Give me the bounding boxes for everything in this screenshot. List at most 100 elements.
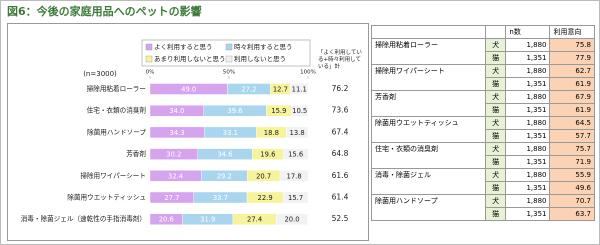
x-tick-label: 0% (146, 70, 155, 76)
table-cell: 61.9 (549, 77, 595, 91)
total-value: 61.6 (332, 171, 349, 180)
table-cell: 犬 (484, 64, 507, 78)
table-row: 消毒・除菌ジェル犬 1,880 55.9 (371, 168, 595, 195)
table-cell: 1,351 (505, 207, 551, 221)
total-value: 67.4 (332, 127, 349, 136)
table-cell: 63.7 (549, 207, 595, 221)
table-cell: 猫 (484, 181, 507, 195)
value-label: 15.9 (271, 107, 286, 115)
table-cell: 1,880 (505, 38, 551, 52)
value-label: 20.0 (284, 216, 299, 224)
table-cell: 掃除用粘着ローラー (371, 38, 486, 65)
table-cell: 49.6 (549, 181, 595, 195)
table-cell: 1,880 (505, 64, 551, 78)
table-cell: 犬 (484, 142, 507, 156)
table-cell (371, 25, 486, 39)
value-label: 31.9 (200, 216, 215, 224)
table-cell: 62.7 (549, 64, 595, 78)
bar-segment (290, 83, 309, 95)
total-value: 61.4 (332, 193, 349, 202)
table-cell: 犬 (484, 90, 507, 104)
category-label: 住宅・衣類の消臭剤 (87, 106, 147, 115)
value-label: 49.0 (181, 86, 196, 94)
table-cell: 猫 (484, 51, 507, 65)
legend-swatch (225, 43, 233, 51)
table-row: 住宅・衣類の消臭剤犬 1,880 75.7 (371, 142, 595, 169)
table-cell (484, 25, 507, 39)
table-row: 掃除用ワイパーシート犬 1,880 62.7 (371, 64, 595, 91)
table-cell: 猫 (484, 207, 507, 221)
value-label: 18.8 (264, 129, 279, 137)
category-label: 除菌用ハンドソープ (87, 127, 146, 136)
table-cell: 除菌用ハンドソープ (371, 194, 486, 221)
value-label: 12.7 (273, 86, 288, 94)
total-header: 「よく利用している+時々利用している」計 (318, 50, 362, 70)
table-cell: 除菌用ウエットティッシュ (371, 116, 486, 143)
table-row: 掃除用粘着ローラー犬 1,880 75.8 (371, 38, 595, 65)
bar-segment (285, 126, 309, 139)
table-cell: 1,351 (505, 129, 551, 143)
value-label: 15.6 (288, 151, 303, 159)
value-label: 27.7 (164, 194, 179, 202)
title: 図6：今後の家庭用品へのペットの影響 (7, 5, 202, 18)
table-cell: 犬 (484, 116, 507, 130)
table-cell: 1,351 (505, 181, 551, 195)
category-label: 消毒・除菌ジェル（速乾性の手指消毒剤） (21, 214, 146, 223)
value-label: 33.7 (213, 194, 228, 202)
table-row: 芳香剤犬 1,880 67.9 (371, 90, 595, 117)
total-value: 73.6 (332, 106, 349, 115)
table-cell: 1,880 (505, 116, 551, 130)
table-cell: 55.9 (549, 168, 595, 182)
bar-segment (282, 191, 309, 204)
table-cell: 1,880 (505, 90, 551, 104)
bar-segment (276, 213, 309, 225)
table-row: 猫 1,351 71.9 (372, 155, 595, 169)
table-row: 除菌用ウエットティッシュ犬 1,880 64.5 (371, 116, 595, 143)
table-cell: 猫 (484, 103, 507, 117)
value-label: 27.2 (241, 86, 256, 94)
sample-note: (n=3000) (83, 70, 117, 78)
table-row: n数 利用意向 (371, 25, 595, 39)
table-cell: 70.7 (549, 194, 595, 208)
table-cell: 猫 (484, 129, 507, 143)
table-cell: 67.9 (549, 90, 595, 104)
table-cell: 犬 (484, 194, 507, 208)
table-row: 猫 1,351 57.7 (372, 129, 595, 143)
table-cell: 77.9 (549, 51, 595, 65)
value-label: 20.7 (256, 172, 271, 180)
table-cell: 掃除用ワイパーシート (371, 64, 486, 91)
table-cell: 1,351 (505, 103, 551, 117)
table-row: 猫 1,351 61.9 (372, 77, 595, 91)
chart-panel: (n=3000) よく利用すると思う 時々利用すると思う あまり利用しないと思う 利用… (7, 23, 369, 241)
table-row: 除菌用ハンドソープ犬 1,880 70.7 (371, 194, 595, 221)
value-label: 20.6 (159, 216, 174, 224)
table-cell: 1,351 (505, 51, 551, 65)
value-label: 29.2 (217, 172, 232, 180)
table-cell: 64.5 (549, 116, 595, 130)
table-cell: 1,880 (505, 142, 551, 156)
table-cell: 芳香剤 (371, 90, 486, 117)
table-cell: 消毒・除菌ジェル (371, 168, 486, 195)
table-cell: 犬 (484, 38, 507, 52)
table-row: 猫 1,351 63.7 (372, 207, 595, 221)
value-label: 34.3 (170, 129, 185, 137)
category-label: 芳香剤 (126, 149, 146, 158)
category-label: 除菌用ウエットティッシュ (67, 193, 146, 202)
table-cell: 猫 (484, 77, 507, 91)
x-tick-label: 50% (223, 70, 235, 76)
value-label: 34.6 (217, 151, 232, 159)
value-label: 30.2 (166, 151, 181, 159)
legend-swatch (145, 55, 153, 63)
value-label: 11.1 (292, 86, 307, 94)
table-row: 猫 1,351 77.9 (372, 51, 595, 65)
value-label: 33.1 (223, 129, 238, 137)
table-cell: 1,351 (505, 155, 551, 169)
total-value: 76.2 (332, 84, 349, 93)
bar-segment (279, 170, 309, 182)
total-value: 64.8 (332, 149, 349, 158)
total-value: 52.5 (332, 214, 349, 223)
table-cell: 住宅・衣類の消臭剤 (371, 142, 486, 169)
legend-label: よく利用すると思う (154, 42, 213, 51)
value-label: 34.0 (169, 107, 184, 115)
